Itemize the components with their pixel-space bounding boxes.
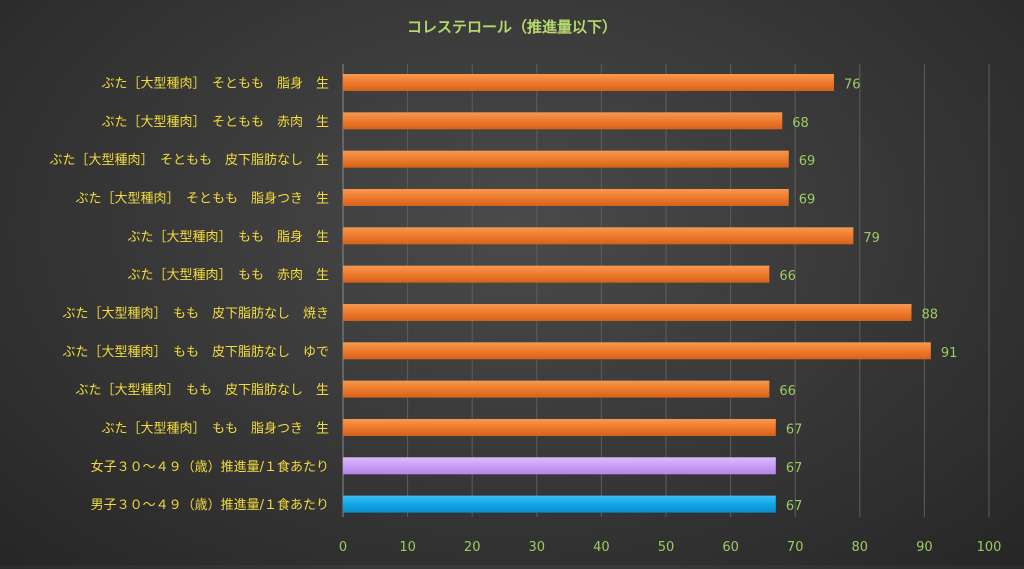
bar <box>343 74 834 91</box>
x-tick-label: 90 <box>916 540 933 555</box>
data-label: 66 <box>779 269 796 284</box>
x-tick-label: 20 <box>464 540 481 555</box>
category-label: ぶた［大型種肉］ そともも 皮下脂肪なし 生 <box>49 152 329 168</box>
bar <box>343 342 931 360</box>
data-label: 76 <box>844 78 861 93</box>
x-tick-label: 80 <box>852 540 869 555</box>
data-label: 66 <box>779 384 796 399</box>
bars <box>343 74 931 513</box>
category-label: ぶた［大型種肉］ そともも 脂身つき 生 <box>75 190 329 206</box>
bar <box>343 265 770 283</box>
category-label: ぶた［大型種肉］ もも 皮下脂肪なし ゆで <box>62 344 329 360</box>
x-tick-label: 0 <box>339 540 347 555</box>
bar <box>343 150 789 168</box>
data-label: 67 <box>786 422 803 437</box>
bar <box>343 188 789 206</box>
x-tick-label: 60 <box>722 540 739 555</box>
bar <box>343 303 912 321</box>
bar <box>343 112 783 130</box>
x-tick-labels: 0 10 20 30 40 50 60 70 80 90 100 <box>339 540 1002 555</box>
category-label: ぶた［大型種肉］ もも 皮下脂肪なし 生 <box>75 382 329 398</box>
category-label: ぶた［大型種肉］ もも 脂身 生 <box>127 229 329 245</box>
x-tick-label: 70 <box>787 540 804 555</box>
data-label: 91 <box>941 346 958 361</box>
data-label: 88 <box>921 307 938 322</box>
bar <box>343 495 776 513</box>
grid-lines <box>342 64 990 517</box>
data-label: 79 <box>863 231 880 246</box>
x-tick-label: 50 <box>658 540 675 555</box>
category-label: 女子３０～４９（歳）推進量/１食あたり <box>91 459 329 475</box>
category-labels: ぶた［大型種肉］ そともも 脂身 生ぶた［大型種肉］ そともも 赤肉 生ぶた［大… <box>49 76 329 514</box>
x-tick-label: 100 <box>977 540 1002 555</box>
x-tick-label: 40 <box>593 540 610 555</box>
data-label: 67 <box>786 461 803 476</box>
category-label: ぶた［大型種肉］ そともも 赤肉 生 <box>101 114 329 130</box>
data-label: 67 <box>786 499 803 514</box>
data-labels: 76 68 69 69 79 66 88 91 66 67 67 67 <box>779 78 957 515</box>
data-label: 68 <box>792 116 809 131</box>
bar <box>343 227 854 245</box>
category-label: ぶた［大型種肉］ もも 赤肉 生 <box>127 267 329 283</box>
bar <box>343 457 776 475</box>
chart-title: コレステロール（推進量以下） <box>407 18 617 36</box>
data-label: 69 <box>799 154 816 169</box>
x-tick-label: 30 <box>529 540 546 555</box>
data-label: 69 <box>799 192 816 207</box>
x-tick-label: 10 <box>399 540 416 555</box>
bar <box>343 418 776 436</box>
bar <box>343 380 770 398</box>
category-label: ぶた［大型種肉］ そともも 脂身 生 <box>101 76 329 92</box>
category-label: ぶた［大型種肉］ もも 皮下脂肪なし 焼き <box>62 305 329 321</box>
category-label: 男子３０～４９（歳）推進量/１食あたり <box>91 497 329 513</box>
category-label: ぶた［大型種肉］ もも 脂身つき 生 <box>101 420 329 436</box>
